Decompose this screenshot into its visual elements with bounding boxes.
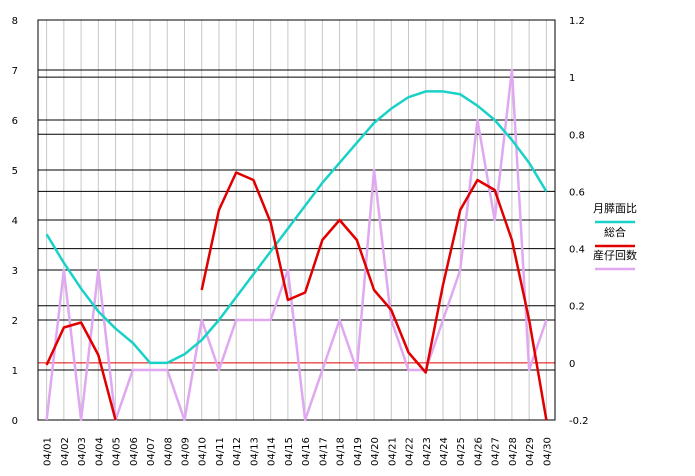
x-tick-label: 04/21: [387, 437, 398, 466]
x-tick-label: 04/05: [112, 437, 123, 466]
right-tick-label: 1.2: [569, 16, 585, 27]
x-tick-label: 04/14: [267, 437, 278, 466]
left-tick-label: 0: [12, 416, 18, 427]
x-tick-label: 04/11: [215, 437, 226, 466]
series-line: [45, 68, 548, 422]
left-tick-label: 2: [12, 316, 18, 327]
left-tick-label: 1: [12, 366, 18, 377]
x-tick-label: 04/28: [508, 437, 519, 466]
x-tick-label: 04/23: [422, 437, 433, 466]
legend-label: 総合: [604, 225, 626, 239]
x-tick-label: 04/18: [336, 437, 347, 466]
x-tick-label: 04/04: [94, 437, 105, 466]
left-tick-label: 5: [12, 166, 18, 177]
left-tick-label: 4: [12, 216, 18, 227]
right-tick-label: 0: [569, 359, 575, 370]
right-tick-label: 0.6: [569, 187, 585, 198]
x-tick-label: 04/10: [198, 437, 209, 466]
x-tick-label: 04/27: [491, 437, 502, 466]
x-tick-label: 04/15: [284, 437, 295, 466]
legend-label: 月膵面比: [593, 202, 637, 215]
right-tick-label: -0.2: [569, 416, 589, 427]
x-tick-label: 04/22: [405, 437, 416, 466]
legend-label: 産仔回数: [593, 249, 637, 262]
plot-border: [37, 19, 556, 421]
right-tick-label: 1: [569, 73, 575, 84]
x-tick-label: 04/02: [60, 437, 71, 466]
x-tick-label: 04/30: [542, 437, 553, 466]
x-tick-label: 04/03: [77, 437, 88, 466]
x-tick-label: 04/12: [232, 437, 243, 466]
x-tick-label: 04/07: [146, 437, 157, 466]
x-tick-label: 04/20: [370, 437, 381, 466]
x-tick-label: 04/19: [353, 437, 364, 466]
right-tick-label: 0.8: [569, 130, 585, 141]
series-line: [45, 90, 548, 365]
right-tick-label: 0.2: [569, 302, 585, 313]
x-tick-label: 04/08: [163, 437, 174, 466]
left-tick-label: 3: [12, 266, 18, 277]
right-tick-label: 0.4: [569, 245, 585, 256]
x-tick-label: 04/09: [180, 437, 191, 466]
x-tick-label: 04/25: [456, 437, 467, 466]
series-line: [45, 171, 548, 421]
x-tick-label: 04/26: [473, 437, 484, 466]
x-tick-label: 04/17: [318, 437, 329, 466]
x-tick-label: 04/06: [129, 437, 140, 466]
x-tick-label: 04/29: [525, 437, 536, 466]
left-tick-label: 8: [12, 16, 18, 27]
x-tick-label: 04/16: [301, 437, 312, 466]
left-tick-label: 6: [12, 116, 18, 127]
x-tick-label: 04/13: [249, 437, 260, 466]
x-tick-label: 04/24: [439, 437, 450, 466]
left-tick-label: 7: [12, 66, 18, 77]
x-tick-label: 04/01: [43, 437, 54, 466]
